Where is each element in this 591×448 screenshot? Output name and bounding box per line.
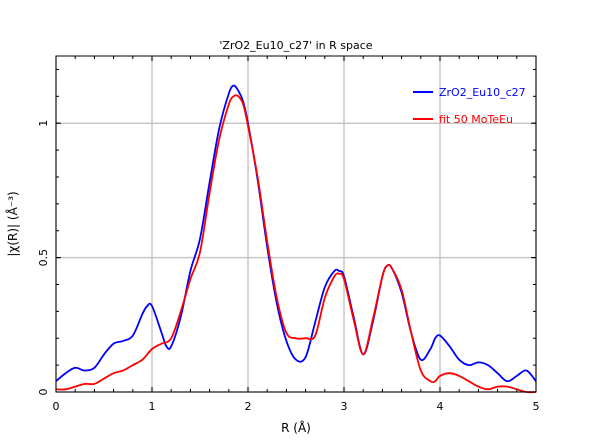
x-tick-label: 4 bbox=[437, 400, 444, 413]
legend-label: ZrO2_Eu10_c27 bbox=[439, 86, 526, 99]
y-tick-label: 1 bbox=[37, 120, 50, 127]
plot-frame bbox=[55, 55, 537, 393]
x-axis: 0 1 2 3 4 5 bbox=[53, 56, 540, 413]
chart-title: 'ZrO2_Eu10_c27' in R space bbox=[219, 39, 372, 52]
y-tick-label: 0 bbox=[37, 389, 50, 396]
x-tick-label: 5 bbox=[533, 400, 540, 413]
x-tick-label: 0 bbox=[53, 400, 60, 413]
series-layer bbox=[55, 84, 537, 394]
y-tick-label: 0.5 bbox=[37, 249, 50, 267]
legend-label: fit 50 MoTeEu bbox=[439, 113, 513, 126]
series-line-fit-50-moteeu bbox=[55, 94, 537, 394]
series-line-zro2-eu10-c27 bbox=[55, 84, 537, 383]
grid bbox=[55, 56, 537, 393]
x-tick-label: 3 bbox=[341, 400, 348, 413]
y-axis: 00.51 bbox=[37, 68, 536, 396]
x-tick-label: 1 bbox=[149, 400, 156, 413]
x-axis-label: R (Å) bbox=[281, 420, 311, 435]
y-axis-label: |χ(R)| (Å⁻³) bbox=[5, 191, 20, 256]
x-tick-label: 2 bbox=[245, 400, 252, 413]
